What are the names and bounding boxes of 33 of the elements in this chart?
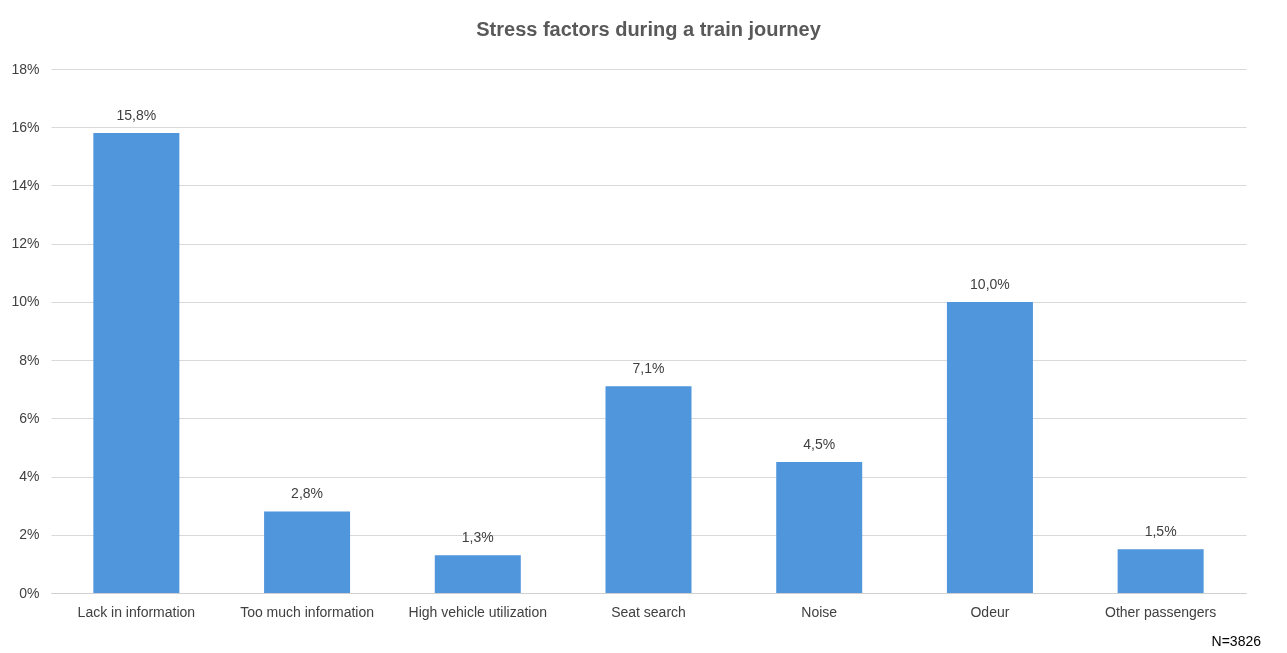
bar	[776, 462, 863, 593]
bar	[1117, 549, 1204, 593]
y-tick-label: 2%	[19, 526, 40, 543]
bar	[434, 555, 521, 593]
y-tick-label: 10%	[11, 293, 40, 310]
data-label: 1,3%	[461, 529, 494, 546]
data-label: 4,5%	[803, 436, 836, 452]
x-tick-label: High vehicle utilization	[408, 603, 548, 620]
y-tick-label: 4%	[19, 468, 40, 485]
y-tick-label: 16%	[11, 118, 40, 135]
y-tick-label: 14%	[11, 176, 40, 193]
x-tick-label: Lack in information	[77, 603, 196, 620]
bar	[605, 386, 692, 593]
x-tick-label: Too much information	[240, 603, 374, 620]
y-tick-label: 12%	[11, 235, 40, 252]
data-label: 15,8%	[116, 107, 157, 124]
text: N=3826	[1211, 633, 1262, 649]
data-label: 10,0%	[970, 275, 1010, 292]
x-tick-label: Odeur	[970, 603, 1010, 620]
data-label: 7,1%	[632, 360, 665, 377]
data-label: 1,5%	[1144, 523, 1177, 540]
bar	[946, 301, 1033, 593]
x-tick-label: Noise	[801, 603, 838, 620]
data-label: 2,8%	[291, 485, 324, 502]
y-tick-label: 6%	[19, 409, 40, 426]
bar	[264, 511, 351, 593]
bar	[93, 133, 180, 593]
x-tick-label: Seat search	[611, 603, 686, 620]
chart-title: Stress factors during a train journey	[476, 18, 822, 40]
y-tick-label: 0%	[19, 584, 40, 601]
x-tick-label: Other passengers	[1104, 603, 1217, 620]
y-tick-label: 18%	[11, 60, 40, 77]
y-tick-label: 8%	[19, 351, 40, 368]
